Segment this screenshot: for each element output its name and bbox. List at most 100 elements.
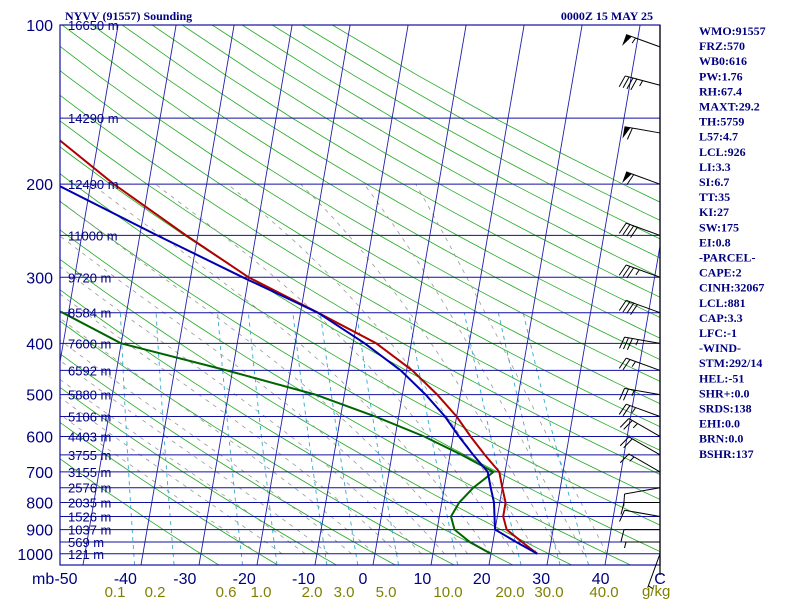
isotherm (546, 25, 641, 565)
isotherm (256, 25, 351, 565)
mixing-ratio-ticks: 0.1 0.2 0.6 1.0 2.0 3.0 5.0 10.0 20.0 30.0 40.0 (105, 584, 619, 600)
mixing-tick-label: 0.2 (145, 584, 166, 600)
height-label: 121 m (68, 547, 104, 562)
height-label: 6592 m (68, 363, 111, 378)
height-label: 5880 m (68, 388, 111, 403)
moist-adiabat (60, 235, 445, 555)
wind-barb (622, 34, 661, 48)
height-label: 1526 m (68, 510, 111, 525)
wind-barb (618, 403, 661, 417)
pressure-label: 500 (26, 388, 53, 405)
index-entry: CINH:32067 (699, 281, 764, 295)
index-entry: SW:175 (699, 220, 739, 234)
mixing-tick-label: 0.6 (216, 584, 237, 600)
wind-barb (619, 436, 661, 456)
pressure-label: 800 (26, 496, 53, 513)
isotherm (488, 25, 583, 565)
wind-barb (618, 222, 661, 238)
index-entry: SHR+:0.0 (699, 386, 750, 400)
pressure-label: 600 (26, 430, 53, 447)
pressure-label: 200 (26, 177, 53, 194)
plot-frame (59, 24, 661, 575)
moist-adiabat (363, 183, 585, 554)
mixing-tick-label: 10.0 (433, 584, 462, 600)
index-entry: LCL:881 (699, 296, 746, 310)
dry-adiabat (60, 289, 514, 565)
dry-adiabat (60, 94, 660, 451)
parcel-profile (60, 185, 538, 555)
mixing-ratio-line (319, 312, 359, 565)
isotherm (430, 25, 525, 565)
wind-barb (619, 336, 661, 351)
height-label: 9720 m (68, 270, 111, 285)
index-entry: KI:27 (699, 205, 729, 219)
dry-adiabat (241, 25, 660, 259)
dry-adiabat (60, 200, 660, 552)
wind-barb (622, 171, 661, 186)
wind-barbs (618, 34, 661, 590)
temp-tick-label: -50 (54, 571, 77, 588)
height-label: 8584 m (68, 306, 111, 321)
index-entry: CAP:3.3 (699, 311, 743, 325)
plot-area (60, 25, 660, 565)
pressure-label: 900 (26, 523, 53, 540)
moist-adiabat (415, 184, 608, 554)
wind-barb (618, 264, 661, 279)
dry-adiabat (60, 173, 660, 526)
wind-barb (619, 418, 661, 437)
dry-adiabat (60, 458, 220, 565)
dry-adiabat (60, 421, 278, 565)
wind-barb (620, 502, 660, 515)
mixing-tick-label: 30.0 (534, 584, 563, 600)
dry-adiabat (60, 229, 631, 565)
index-entry: WB0:616 (699, 54, 747, 68)
chart-datetime: 0000Z 15 MAY 25 (561, 9, 653, 23)
wind-barb (622, 126, 661, 140)
index-entry: EHI:0.0 (699, 417, 740, 431)
moist-adiabat (60, 413, 260, 555)
isotherm (60, 25, 119, 365)
dry-adiabat (91, 25, 660, 360)
height-label: 14290 m (68, 111, 119, 126)
index-entry: CAPE:2 (699, 266, 742, 280)
wind-barb (619, 509, 661, 522)
mixing-ratio-line (217, 312, 243, 565)
index-entry: STM:292/14 (699, 356, 762, 370)
wind-barb (618, 75, 661, 91)
index-entry: WMO:91557 (699, 24, 766, 38)
dry-adiabat (181, 25, 660, 298)
moist-adiabat (60, 200, 469, 555)
height-label: 3755 m (68, 448, 111, 463)
temp-tick-label: 0 (359, 571, 368, 588)
index-entry: LCL:926 (699, 145, 746, 159)
temp-tick-label: 20 (473, 571, 491, 588)
dry-adiabat (121, 25, 660, 339)
isotherm (314, 25, 409, 565)
wind-barb (620, 529, 660, 542)
isotherm (198, 25, 293, 565)
index-entry: -PARCEL- (699, 251, 755, 265)
moist-adiabat (91, 183, 492, 555)
index-entry: BSHR:137 (699, 447, 754, 461)
wind-barb (619, 453, 661, 473)
temperature-profile (60, 139, 538, 555)
index-entry: PW:1.76 (699, 69, 743, 83)
index-entry: SRDS:138 (699, 402, 752, 416)
wind-barb (619, 387, 661, 401)
mixing-tick-label: 0.1 (105, 584, 126, 600)
dewpoint-profile (60, 310, 496, 555)
index-entry: TH:5759 (699, 115, 744, 129)
height-label: 16650 m (68, 18, 119, 33)
mixing-ratio-line (408, 312, 459, 565)
moist-adiabat (60, 378, 306, 555)
moist-adiabat (60, 266, 422, 555)
mixing-tick-label: 3.0 (334, 584, 355, 600)
height-label: 4403 m (68, 430, 111, 445)
mixing-tick-label: 5.0 (376, 584, 397, 600)
temp-tick-label: 30 (532, 571, 550, 588)
height-label: 12490 m (68, 177, 119, 192)
temp-tick-label: 40 (592, 571, 610, 588)
pressure-label: 1000 (17, 547, 53, 564)
